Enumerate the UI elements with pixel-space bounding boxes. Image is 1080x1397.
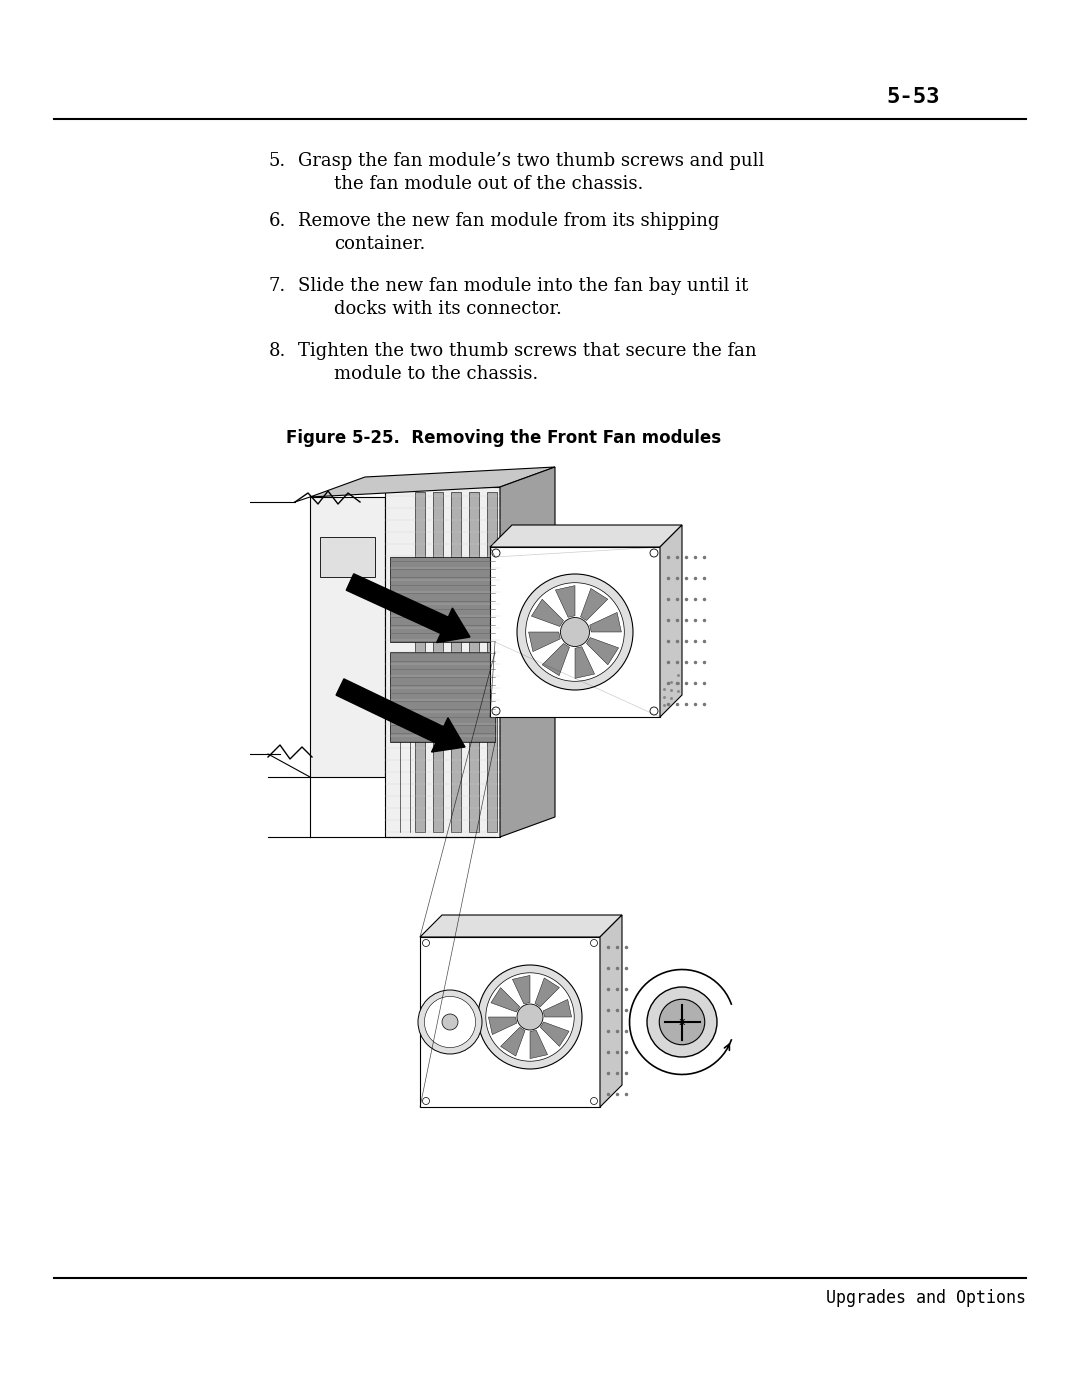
Polygon shape xyxy=(500,467,555,837)
Circle shape xyxy=(422,940,430,947)
Text: 5.: 5. xyxy=(269,152,286,170)
Polygon shape xyxy=(390,652,495,742)
Polygon shape xyxy=(420,915,622,937)
Circle shape xyxy=(422,1098,430,1105)
Polygon shape xyxy=(384,488,500,837)
Text: Grasp the fan module’s two thumb screws and pull: Grasp the fan module’s two thumb screws … xyxy=(298,152,765,170)
Polygon shape xyxy=(531,599,564,626)
FancyArrow shape xyxy=(336,679,465,752)
Text: Upgrades and Options: Upgrades and Options xyxy=(826,1289,1026,1308)
Polygon shape xyxy=(600,915,622,1106)
Circle shape xyxy=(591,1098,597,1105)
Circle shape xyxy=(650,549,658,557)
Circle shape xyxy=(492,549,500,557)
Polygon shape xyxy=(469,492,480,833)
Text: Tighten the two thumb screws that secure the fan: Tighten the two thumb screws that secure… xyxy=(298,342,757,360)
Circle shape xyxy=(442,1014,458,1030)
Polygon shape xyxy=(451,492,461,833)
Polygon shape xyxy=(530,1030,548,1059)
Circle shape xyxy=(418,990,482,1053)
Polygon shape xyxy=(512,975,530,1004)
Polygon shape xyxy=(488,1017,517,1035)
FancyArrow shape xyxy=(347,574,470,643)
Circle shape xyxy=(492,707,500,715)
Polygon shape xyxy=(586,637,619,665)
Polygon shape xyxy=(528,631,561,651)
Polygon shape xyxy=(581,588,608,620)
Circle shape xyxy=(659,999,705,1045)
Circle shape xyxy=(526,583,624,682)
Polygon shape xyxy=(543,999,571,1017)
Polygon shape xyxy=(491,988,519,1011)
Text: 6.: 6. xyxy=(269,212,286,231)
Circle shape xyxy=(424,996,475,1048)
Text: module to the chassis.: module to the chassis. xyxy=(334,365,538,383)
Polygon shape xyxy=(575,647,595,679)
Polygon shape xyxy=(501,1027,525,1056)
Circle shape xyxy=(591,940,597,947)
Circle shape xyxy=(517,1004,543,1030)
Circle shape xyxy=(650,707,658,715)
Text: Slide the new fan module into the fan bay until it: Slide the new fan module into the fan ba… xyxy=(298,277,748,295)
Text: 5-53: 5-53 xyxy=(887,87,940,108)
Circle shape xyxy=(478,965,582,1069)
Text: container.: container. xyxy=(334,235,426,253)
Polygon shape xyxy=(490,548,660,717)
Polygon shape xyxy=(310,497,384,777)
Text: Remove the new fan module from its shipping: Remove the new fan module from its shipp… xyxy=(298,212,719,231)
Polygon shape xyxy=(487,492,497,833)
Polygon shape xyxy=(540,1023,569,1046)
Polygon shape xyxy=(535,978,559,1007)
Circle shape xyxy=(647,988,717,1058)
Text: docks with its connector.: docks with its connector. xyxy=(334,300,562,319)
Text: Figure 5-25.  Removing the Front Fan modules: Figure 5-25. Removing the Front Fan modu… xyxy=(286,429,721,447)
Circle shape xyxy=(561,617,590,647)
Text: x: x xyxy=(678,1017,686,1027)
Polygon shape xyxy=(390,557,495,643)
Circle shape xyxy=(517,574,633,690)
Text: 7.: 7. xyxy=(269,277,286,295)
Polygon shape xyxy=(310,467,555,497)
Polygon shape xyxy=(320,536,375,577)
Text: the fan module out of the chassis.: the fan module out of the chassis. xyxy=(334,175,644,193)
Text: 8.: 8. xyxy=(269,342,286,360)
Polygon shape xyxy=(555,585,575,617)
Polygon shape xyxy=(542,644,569,676)
Polygon shape xyxy=(660,525,681,717)
Polygon shape xyxy=(420,937,600,1106)
Polygon shape xyxy=(490,525,681,548)
Polygon shape xyxy=(590,612,621,631)
Polygon shape xyxy=(433,492,443,833)
Polygon shape xyxy=(415,492,426,833)
Circle shape xyxy=(486,972,575,1062)
